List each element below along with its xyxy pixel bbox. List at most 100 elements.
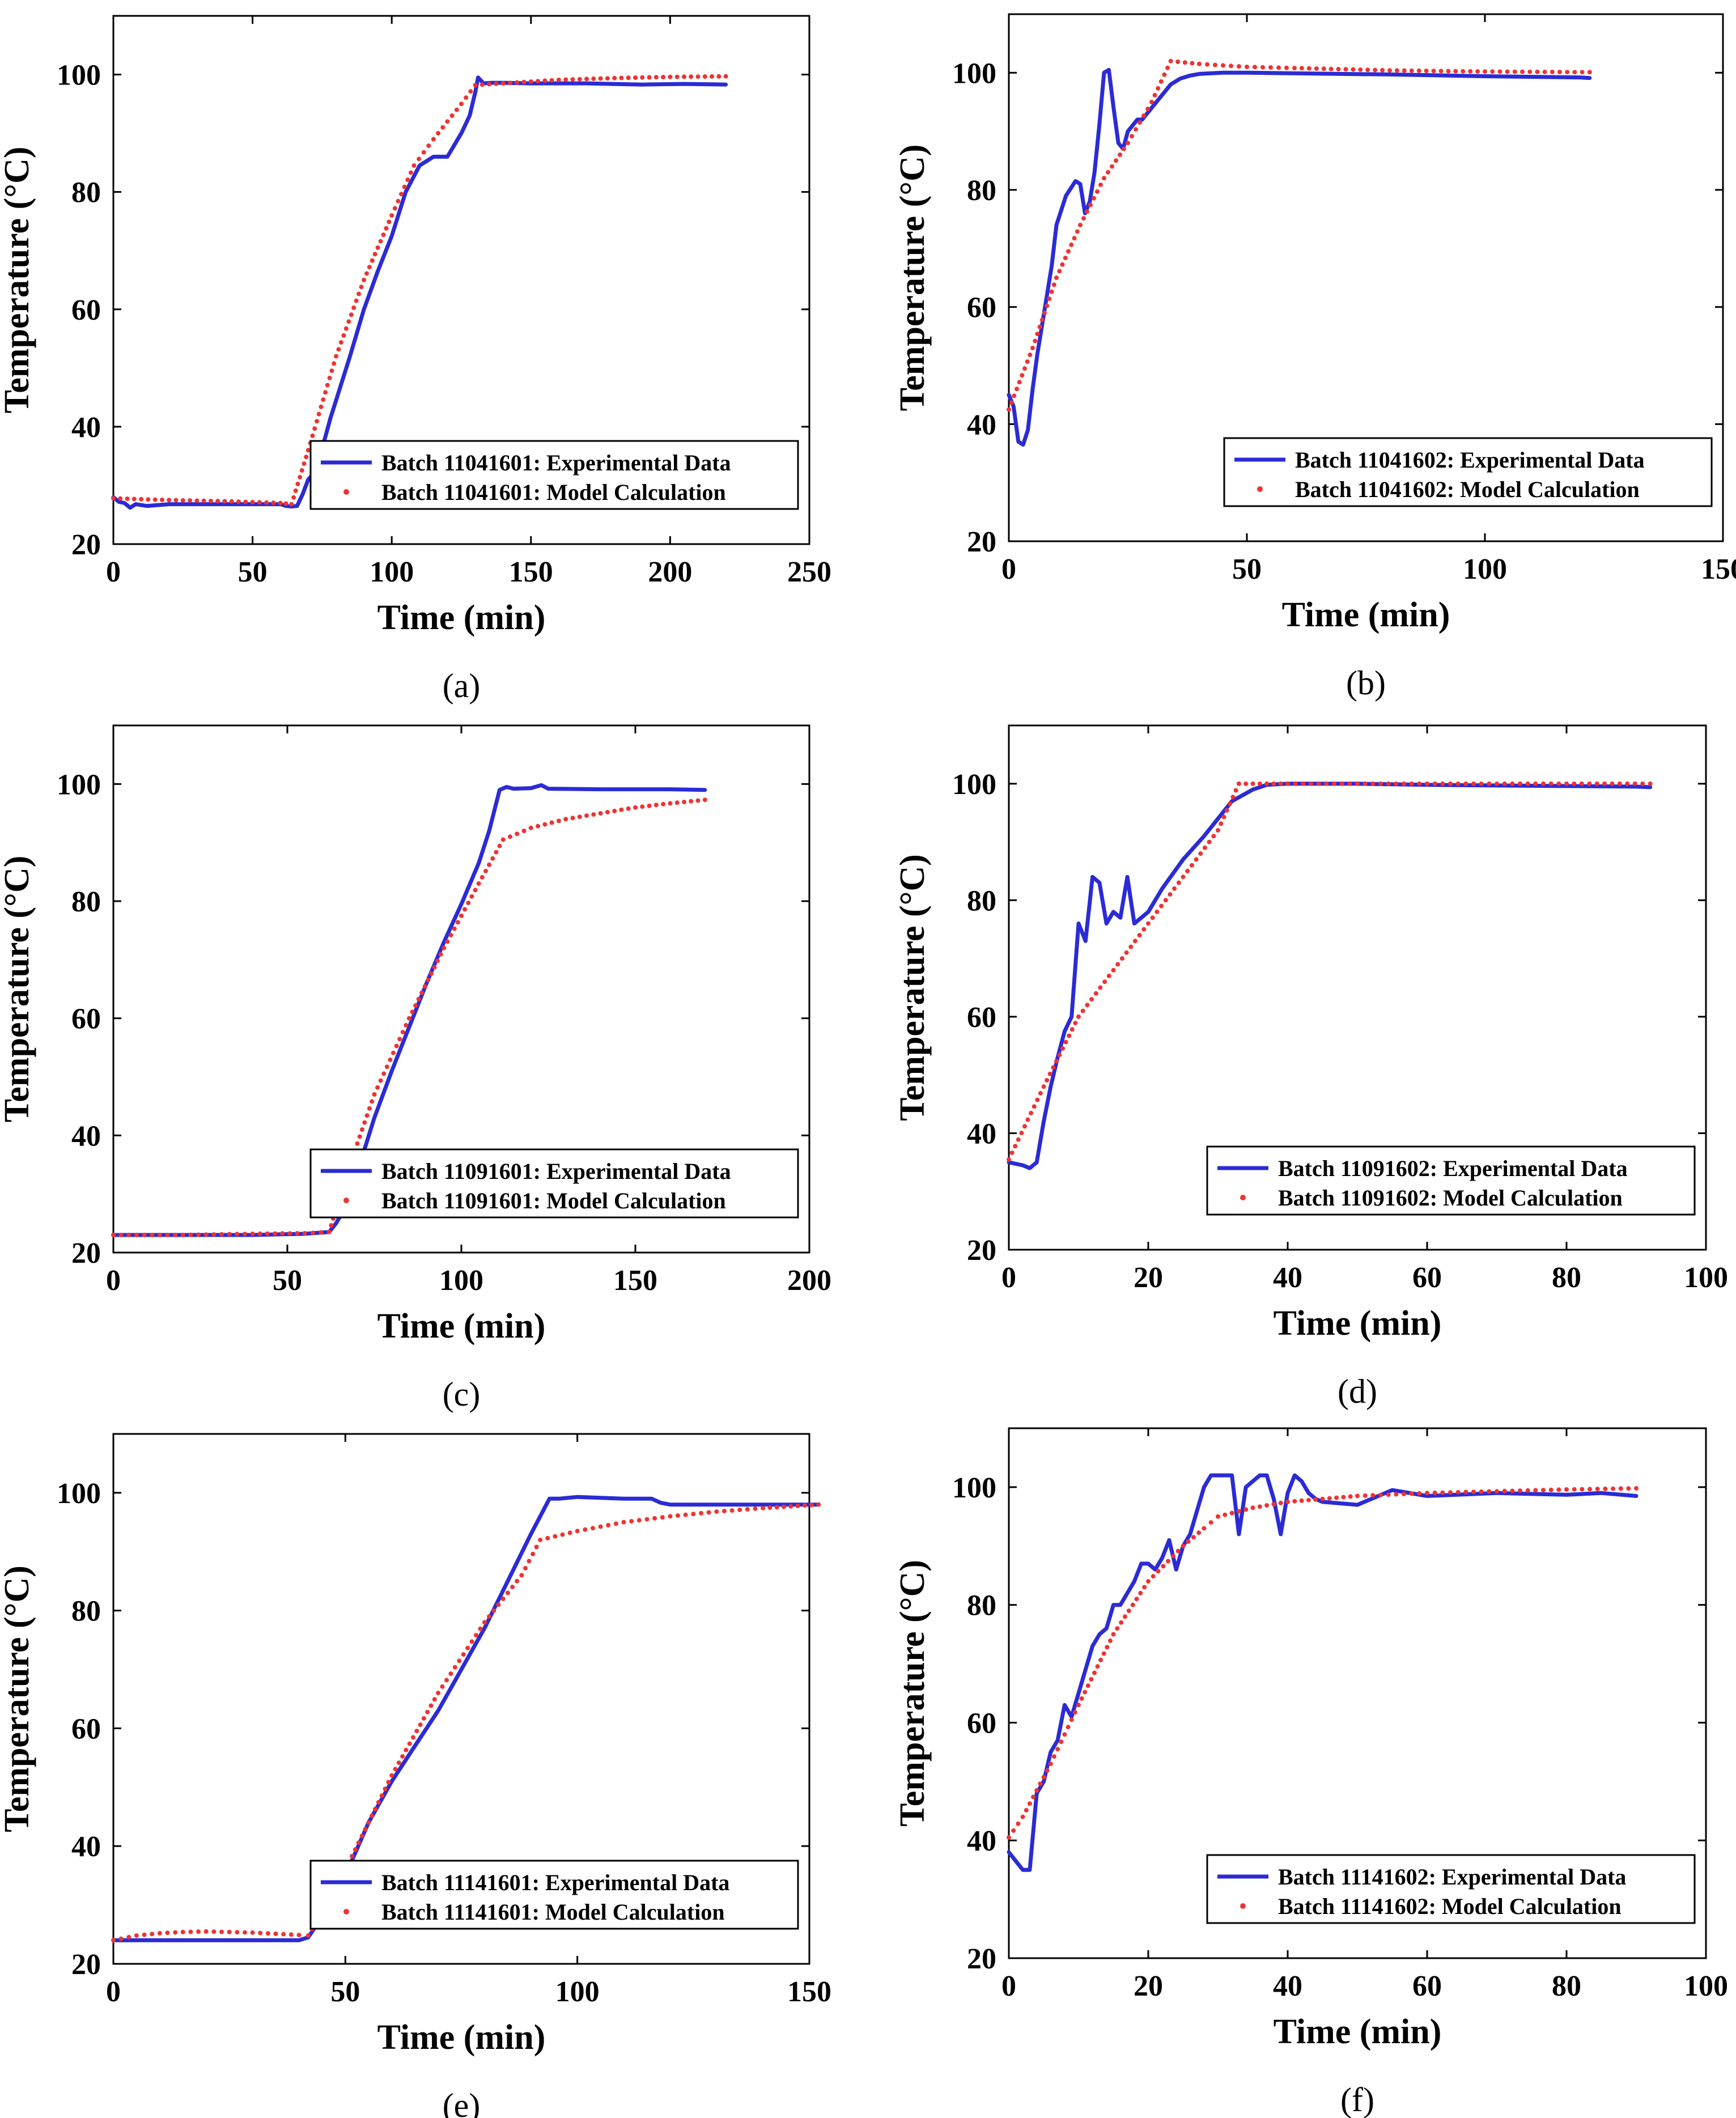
model-data-point	[243, 1930, 247, 1935]
legend-swatch-dot	[1257, 486, 1263, 492]
model-data-point	[1487, 1489, 1492, 1494]
panel-label: (e)	[443, 2087, 481, 2118]
model-data-point	[1284, 65, 1289, 70]
model-data-point	[1175, 1548, 1181, 1554]
model-data-point	[1190, 61, 1195, 66]
model-data-point	[357, 1134, 362, 1139]
model-data-point	[1022, 366, 1027, 371]
model-data-point	[431, 137, 436, 142]
model-data-point	[1229, 63, 1233, 69]
x-tick-label: 60	[1412, 1262, 1442, 1294]
x-axis-label: Time (min)	[1274, 1304, 1442, 1343]
model-data-point	[619, 807, 624, 812]
x-tick-label: 0	[106, 1264, 121, 1297]
model-data-point	[1088, 202, 1093, 207]
plot-area-frame	[112, 15, 810, 545]
y-tick-label: 40	[71, 1120, 101, 1152]
model-data-point	[1463, 781, 1468, 786]
model-data-point	[1007, 407, 1011, 412]
y-tick-label: 20	[71, 1237, 101, 1270]
model-data-point	[462, 907, 468, 912]
x-tick-label: 250	[787, 556, 831, 588]
model-data-point	[626, 806, 631, 811]
model-data-point	[355, 1141, 360, 1146]
model-data-point	[432, 1697, 437, 1702]
x-tick-label: 0	[106, 556, 121, 588]
model-data-point	[305, 448, 311, 453]
model-data-point	[1339, 781, 1344, 786]
model-data-point	[473, 888, 478, 893]
model-data-point	[1355, 781, 1360, 786]
model-data-point	[465, 1645, 470, 1650]
x-tick-label: 100	[1684, 1970, 1728, 2002]
chart-panel-e: 0 50 100 150 20 40 60 80 100 Time (min) Temperatur…	[0, 1433, 831, 2118]
model-data-point	[473, 83, 478, 88]
model-data-point	[1076, 1703, 1081, 1708]
model-data-point	[767, 1505, 773, 1510]
y-tick-label: 20	[967, 526, 996, 558]
model-data-point	[1402, 68, 1407, 73]
model-data-point	[668, 74, 673, 79]
model-data-point	[280, 1231, 285, 1236]
model-data-point	[1236, 781, 1241, 786]
model-data-point	[538, 1538, 543, 1542]
model-data-point	[381, 1071, 387, 1076]
model-data-point	[1341, 1495, 1346, 1500]
model-data-point	[1142, 1585, 1147, 1590]
model-data-point	[1032, 1104, 1037, 1109]
model-data-point	[505, 1590, 510, 1595]
model-data-point	[302, 1230, 307, 1236]
model-data-point	[1243, 781, 1249, 786]
model-data-point	[729, 1508, 735, 1513]
legend-entry: Batch 11041602: Model Calculation	[1295, 477, 1640, 502]
model-data-point	[196, 1929, 201, 1934]
legend-entry: Batch 11141601: Model Calculation	[381, 1899, 725, 1925]
model-data-point	[289, 502, 294, 507]
model-data-point	[1130, 1602, 1135, 1607]
model-data-point	[1603, 1486, 1608, 1491]
model-data-point	[1611, 1486, 1615, 1491]
model-data-point	[591, 76, 596, 81]
model-data-point	[1328, 66, 1334, 71]
model-data-point	[367, 265, 372, 270]
model-data-point	[397, 1037, 402, 1042]
model-data-point	[1386, 781, 1391, 786]
model-data-point	[1510, 781, 1515, 786]
model-data-point	[479, 875, 485, 880]
model-data-point	[542, 822, 547, 827]
model-data-point	[432, 965, 437, 970]
model-data-point	[1039, 317, 1045, 322]
model-data-point	[1355, 1493, 1360, 1499]
model-data-point	[250, 500, 255, 504]
model-data-point	[258, 1930, 263, 1936]
model-data-point	[1224, 808, 1229, 813]
model-data-point	[1343, 67, 1348, 72]
model-data-point	[1527, 69, 1533, 74]
model-data-point	[1072, 236, 1077, 241]
model-data-point	[1095, 189, 1100, 194]
model-data-point	[500, 81, 506, 86]
model-data-point	[1119, 956, 1124, 961]
model-data-point	[118, 1936, 124, 1941]
model-data-point	[396, 198, 401, 203]
model-data-point	[142, 1932, 147, 1937]
model-data-point	[1085, 209, 1089, 214]
model-series	[1007, 1485, 1639, 1840]
model-data-point	[381, 232, 386, 237]
y-tick-label: 60	[71, 1713, 101, 1745]
model-data-point	[496, 1602, 501, 1607]
model-data-point	[1468, 69, 1473, 74]
model-data-point	[219, 1929, 224, 1934]
model-data-point	[1163, 898, 1168, 903]
legend-box	[1206, 1854, 1696, 1924]
model-data-point	[1257, 781, 1262, 786]
model-data-point	[1556, 781, 1561, 786]
model-data-point	[1118, 152, 1122, 157]
model-data-point	[1378, 1492, 1383, 1497]
experimental-series	[1007, 1473, 1639, 1872]
x-tick-label: 0	[1001, 553, 1016, 585]
model-data-point	[1625, 781, 1630, 786]
model-data-point	[1045, 1078, 1050, 1083]
experimental-data-line	[1007, 67, 1592, 447]
